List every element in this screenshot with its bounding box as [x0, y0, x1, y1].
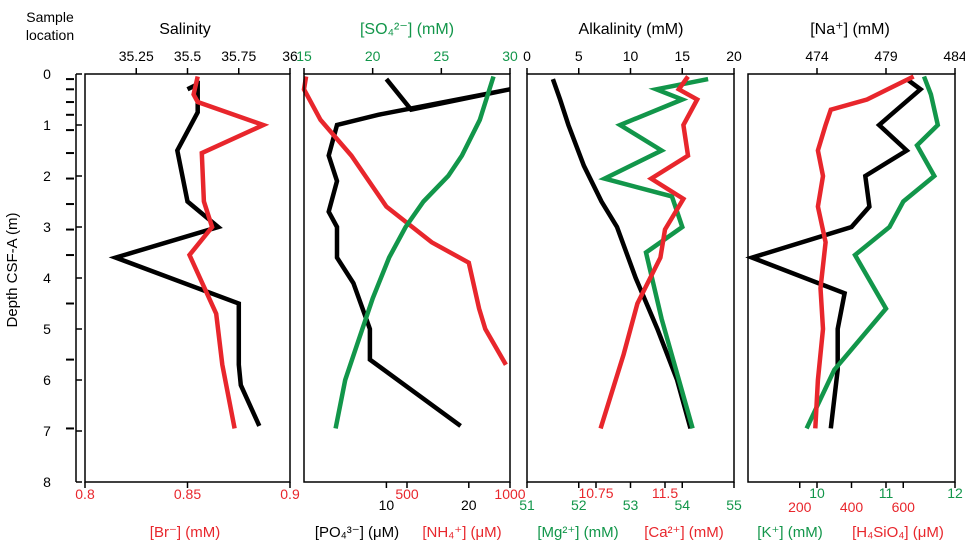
panel-sulfate-bottom-title-po4: [PO₄³⁻] (μM)	[315, 524, 399, 541]
depth-tick-label: 7	[43, 423, 51, 439]
series-line	[550, 78, 693, 430]
top-tick-label: 0	[523, 48, 531, 64]
panel-sodium-series	[745, 74, 941, 430]
depth-tick-label: 3	[43, 219, 51, 235]
panel-sodium-bottom-title-si: [H₄SiO₄] (μM)	[852, 524, 944, 541]
bottom-tick-label: 12	[947, 485, 963, 501]
panel-alkalinity-bottom-title-ca: [Ca²⁺] (mM)	[644, 524, 724, 541]
bottom-tick-label: 20	[461, 497, 477, 513]
bottom-tick-label: 0.8	[75, 486, 95, 502]
depth-tick-label: 4	[43, 270, 51, 286]
panel-sulfate-frame	[303, 73, 511, 483]
panel-alkalinity-bottom-ticks: 51 52 53 54 55 10.75 11.5	[519, 482, 742, 513]
top-tick-label: 5	[575, 48, 583, 64]
panel-sulfate-top-title: [SO₄²⁻] (mM)	[360, 21, 454, 38]
bottom-tick-label: 600	[892, 499, 916, 515]
top-tick-label: 20	[365, 48, 381, 64]
bottom-tick-label: 11.5	[652, 485, 678, 501]
series-line	[326, 77, 511, 428]
top-tick-label: 479	[874, 48, 898, 64]
top-tick-label: 35.5	[174, 48, 201, 64]
bottom-tick-label: 400	[840, 499, 864, 515]
panel-salinity-series	[108, 75, 270, 429]
top-tick-label: 36	[282, 48, 298, 64]
bottom-tick-label: 10.75	[578, 485, 613, 501]
bottom-tick-label: 54	[674, 497, 690, 513]
bottom-tick-label: 0.9	[280, 486, 300, 502]
panel-sodium: [Na⁺] (mM) 474 479 484 10 11 12 200 400 600 [K⁺…	[745, 21, 965, 541]
top-tick-label: 15	[674, 48, 690, 64]
panel-salinity-bottom-title: [Br⁻] (mM)	[150, 524, 220, 541]
panel-alkalinity-bottom-title-mg: [Mg²⁺] (mM)	[537, 524, 618, 541]
bottom-tick-label: 0.85	[174, 486, 201, 502]
bottom-tick-label: 10	[379, 497, 395, 513]
sample-location-label-line1: Sample	[26, 9, 74, 25]
depth-tick-label: 5	[43, 321, 51, 337]
bottom-tick-label: 10	[809, 485, 825, 501]
top-tick-label: 484	[943, 48, 965, 64]
top-tick-label: 15	[296, 48, 312, 64]
panel-sulfate: [SO₄²⁻] (mM) 15 20 25 30 10 20 500 1000 [PO₄³⁻…	[296, 21, 526, 541]
bottom-tick-label: 200	[788, 499, 812, 515]
panel-alkalinity-top-ticks: 0 5 10 15 20	[523, 48, 742, 74]
panel-alkalinity-top-title: Alkalinity (mM)	[579, 21, 684, 38]
top-tick-label: 35.25	[119, 48, 154, 64]
panel-salinity: Salinity 35.25 35.5 35.75 36 0.8 0.85 0.9 [Br…	[75, 21, 300, 541]
panel-salinity-top-title: Salinity	[159, 21, 211, 38]
series-line	[333, 75, 496, 429]
panel-salinity-frame	[84, 73, 291, 483]
bottom-tick-label: 11	[879, 485, 894, 501]
top-tick-label: 35.75	[221, 48, 256, 64]
bottom-tick-label: 52	[571, 497, 587, 513]
panel-sodium-top-ticks: 474 479 484	[805, 48, 965, 74]
panel-sulfate-series	[301, 75, 511, 429]
depth-tick-label: 6	[43, 372, 51, 388]
panel-sodium-top-title: [Na⁺] (mM)	[810, 21, 890, 38]
series-line	[804, 75, 941, 430]
depth-tick-label: 8	[43, 474, 51, 490]
panel-alkalinity-frame	[526, 73, 735, 483]
depth-tick-label: 1	[43, 117, 51, 133]
sample-location-label-line2: location	[26, 27, 74, 43]
depth-axis-title: Depth CSF-A (m)	[4, 212, 21, 327]
panel-sodium-frame	[747, 73, 956, 483]
panel-salinity-top-ticks: 35.25 35.5 35.75 36	[119, 48, 298, 74]
top-tick-label: 20	[726, 48, 742, 64]
panel-sulfate-bottom-title-nh4: [NH₄⁺] (μM)	[422, 524, 501, 541]
bottom-tick-label: 500	[395, 486, 419, 502]
panel-alkalinity-series	[550, 75, 709, 430]
bottom-tick-label: 55	[726, 497, 742, 513]
series-line	[745, 77, 925, 429]
panel-sulfate-bottom-ticks: 10 20 500 1000	[379, 482, 526, 513]
panel-alkalinity: Alkalinity (mM) 0 5 10 15 20 51 52 53 54 55 10.75…	[519, 21, 742, 541]
panel-sulfate-top-ticks: 15 20 25 30	[296, 48, 518, 74]
series-line	[813, 74, 915, 429]
panel-salinity-bottom-ticks: 0.8 0.85 0.9	[75, 482, 300, 502]
panel-sodium-bottom-ticks: 10 11 12 200 400 600	[788, 482, 963, 515]
bottom-tick-label: 1000	[494, 486, 525, 502]
top-tick-label: 30	[502, 48, 518, 64]
top-tick-label: 25	[434, 48, 450, 64]
top-tick-label: 474	[805, 48, 829, 64]
depth-tick-labels: 0 1 2 3 4 5 6 7 8	[43, 66, 51, 490]
series-line	[186, 75, 270, 429]
series-line	[598, 76, 709, 430]
depth-tick-label: 2	[43, 168, 51, 184]
bottom-tick-label: 51	[519, 497, 535, 513]
panel-sodium-bottom-title-k: [K⁺] (mM)	[757, 524, 822, 541]
sample-location-markers	[66, 73, 82, 483]
bottom-tick-label: 53	[623, 497, 639, 513]
depth-tick-label: 0	[43, 66, 51, 82]
series-line	[598, 75, 701, 430]
top-tick-label: 10	[623, 48, 639, 64]
